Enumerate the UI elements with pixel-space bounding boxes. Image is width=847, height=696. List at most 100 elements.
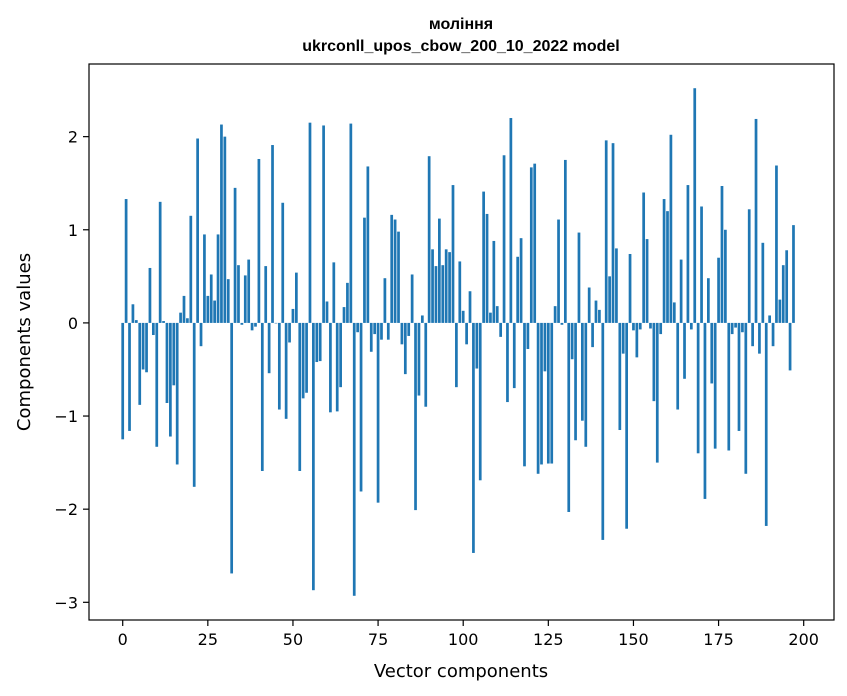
bar-91	[431, 249, 434, 323]
bar-137	[587, 287, 591, 323]
bar-48	[284, 322, 288, 419]
bar-194	[781, 265, 785, 323]
bar-158	[659, 322, 663, 335]
bar-70	[359, 322, 363, 492]
bar-168	[693, 88, 697, 323]
bar-29	[220, 124, 223, 323]
bar-152	[638, 322, 642, 330]
plot-frame	[88, 63, 835, 621]
bar-56	[312, 322, 315, 591]
bar-99	[458, 261, 462, 323]
bar-17	[179, 312, 182, 323]
bar-20	[189, 215, 193, 323]
bar-186	[754, 118, 758, 323]
y-axis-label: Components values	[14, 253, 35, 431]
bar-107	[485, 213, 489, 323]
bar-157	[655, 322, 659, 463]
bar-160	[666, 211, 669, 323]
bar-164	[679, 259, 683, 323]
bar-47	[281, 202, 285, 323]
bar-116	[516, 256, 520, 323]
bar-42	[264, 266, 268, 323]
bar-139	[594, 300, 598, 323]
bar-27	[213, 300, 216, 323]
bar-171	[703, 322, 707, 499]
bar-6	[141, 322, 145, 370]
bar-24	[203, 234, 206, 323]
y-tick-label: 1	[68, 221, 78, 240]
x-tick-label: 75	[368, 630, 388, 649]
bar-111	[499, 322, 503, 337]
bar-182	[741, 322, 744, 333]
bar-58	[318, 322, 322, 362]
bar-179	[730, 322, 734, 335]
bar-52	[298, 322, 302, 471]
bar-83	[403, 322, 407, 375]
bar-184	[747, 209, 751, 323]
bar-163	[676, 322, 680, 410]
bar-127	[553, 306, 557, 323]
bar-46	[277, 322, 281, 410]
bar-25	[206, 295, 210, 323]
bar-159	[662, 199, 666, 323]
bar-16	[175, 322, 179, 465]
bar-90	[427, 156, 431, 323]
bar-174	[713, 322, 717, 449]
bar-62	[332, 262, 336, 323]
bar-113	[506, 322, 509, 403]
bar-10	[155, 322, 159, 447]
bar-177	[724, 229, 727, 323]
bar-129	[560, 322, 564, 325]
bar-0	[121, 322, 125, 440]
bar-119	[526, 322, 530, 349]
bar-193	[778, 299, 782, 323]
bar-180	[734, 322, 737, 328]
bar-68	[352, 322, 356, 596]
bar-44	[271, 145, 274, 323]
bar-2	[128, 322, 131, 431]
bar-117	[519, 238, 523, 323]
bar-28	[216, 234, 220, 323]
bar-188	[761, 242, 765, 323]
bar-38	[250, 322, 254, 331]
bar-106	[482, 191, 485, 323]
bar-93	[438, 218, 441, 323]
bar-148	[625, 322, 628, 529]
bar-37	[247, 259, 251, 323]
x-axis-ticks: 0 25 50 75 100 125 150 175 200	[118, 620, 819, 649]
bar-9	[151, 322, 155, 336]
bar-147	[621, 322, 625, 354]
x-tick-label: 200	[788, 630, 819, 649]
bar-101	[465, 322, 468, 345]
bar-114	[509, 118, 513, 323]
bar-81	[397, 231, 400, 323]
bar-197	[792, 225, 795, 323]
bar-14	[169, 322, 172, 437]
bar-155	[649, 322, 652, 329]
x-tick-label: 125	[533, 630, 564, 649]
bar-195	[785, 250, 789, 323]
bar-156	[652, 322, 656, 402]
bar-87	[417, 322, 421, 396]
bar-187	[758, 322, 761, 354]
bar-80	[393, 219, 397, 323]
chart-title-line1: моління	[429, 16, 493, 33]
bar-21	[192, 322, 196, 487]
bar-96	[448, 252, 451, 323]
y-axis-ticks: −3 −2 −1 0 1 2	[54, 128, 89, 612]
bar-15	[172, 322, 176, 386]
y-tick-label: −3	[54, 593, 78, 612]
bar-61	[329, 322, 332, 413]
bar-141	[601, 322, 605, 540]
bar-166	[686, 185, 690, 323]
bar-124	[543, 322, 547, 372]
bar-133	[574, 322, 577, 441]
x-tick-label: 50	[283, 630, 303, 649]
bar-5	[138, 322, 142, 405]
bar-100	[461, 310, 465, 323]
bar-63	[335, 322, 339, 412]
bar-23	[199, 322, 203, 347]
bar-178	[727, 322, 731, 451]
bar-55	[308, 122, 312, 323]
bar-39	[254, 322, 257, 327]
